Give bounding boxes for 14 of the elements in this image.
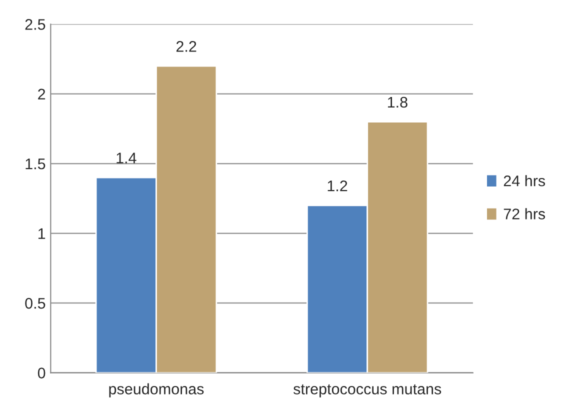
y-tick-label: 1 bbox=[38, 228, 46, 239]
data-label: 1.8 bbox=[388, 96, 408, 108]
x-tick-label: pseudomonas bbox=[109, 383, 204, 398]
y-tick-label: 2.5 bbox=[25, 19, 46, 30]
data-label: 1.4 bbox=[116, 152, 136, 164]
y-tick-label: 2 bbox=[38, 88, 46, 100]
y-tick-label: 0.5 bbox=[25, 298, 46, 309]
data-label: 2.2 bbox=[176, 41, 196, 52]
legend-label: 72 hrs bbox=[504, 208, 546, 220]
y-tick-label: 0 bbox=[38, 368, 46, 378]
x-tick-label: streptococcus mutans bbox=[293, 384, 442, 398]
y-tick-label: 1.5 bbox=[26, 158, 46, 170]
data-label: 1.2 bbox=[328, 180, 348, 192]
legend-label: 24 hrs bbox=[504, 175, 546, 186]
